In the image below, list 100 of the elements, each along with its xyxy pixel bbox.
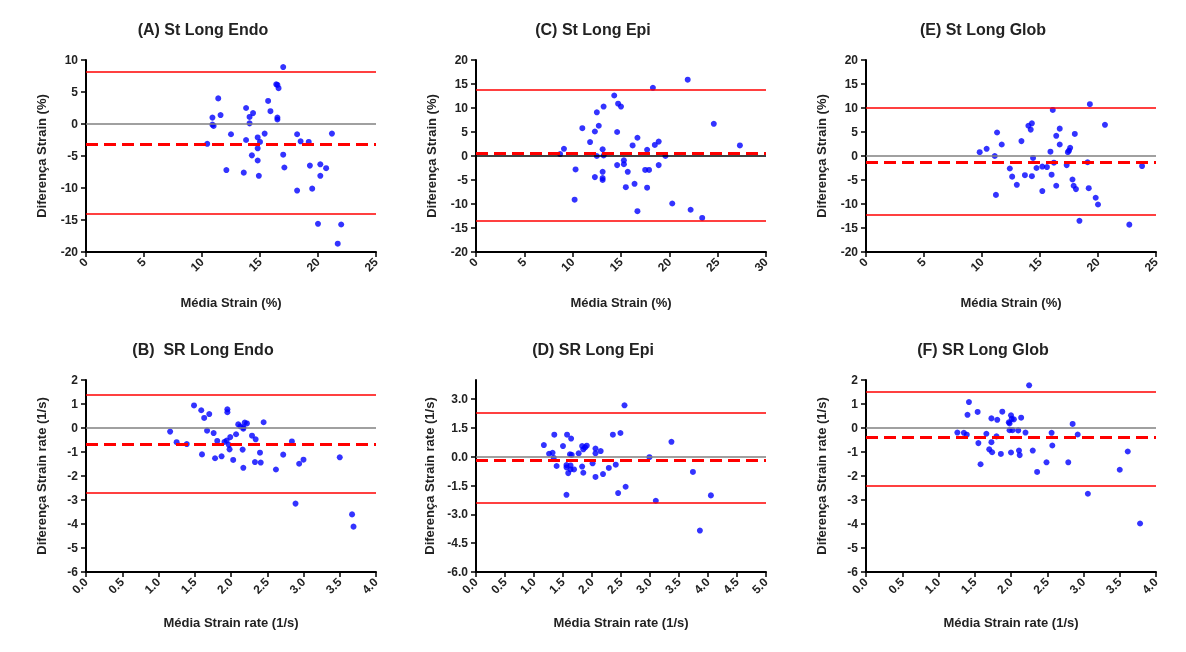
x-tick-label: 4.5 xyxy=(720,574,743,597)
y-tick-label: -1 xyxy=(847,445,859,459)
x-tick-label: 20 xyxy=(654,254,675,275)
x-tick-label: 15 xyxy=(245,254,266,275)
chart-title: (D) SR Long Epi xyxy=(532,340,654,358)
chart-title: (B) SR Long Endo xyxy=(132,340,274,358)
y-tick-label: -5 xyxy=(67,149,79,163)
chart-title: (E) St Long Glob xyxy=(919,20,1047,38)
x-tick-label: 10 xyxy=(558,254,578,275)
chart-title: (F) SR Long Glob xyxy=(917,340,1049,358)
x-axis-title: Média Strain (%) xyxy=(960,295,1062,310)
y-tick-label: -4.5 xyxy=(447,536,469,551)
y-tick-label: 1 xyxy=(851,397,859,411)
x-tick-label: 0.5 xyxy=(105,574,128,597)
y-tick-label: -3 xyxy=(67,493,79,507)
y-tick-label: -15 xyxy=(60,213,79,227)
x-tick-label: 30 xyxy=(751,254,772,275)
y-tick-label: 0 xyxy=(851,421,859,435)
y-tick-label: -3.0 xyxy=(447,507,469,522)
x-tick-label: 1.5 xyxy=(958,574,980,597)
x-tick-label: 15 xyxy=(1025,254,1046,275)
x-tick-label: 4.0 xyxy=(359,574,382,597)
chart-title: (A) St Long Endo xyxy=(137,20,269,38)
y-tick-label: -10 xyxy=(60,181,79,195)
x-tick-label: 5 xyxy=(134,254,150,270)
x-tick-label: 25 xyxy=(703,254,723,275)
x-tick-label: 2.0 xyxy=(575,574,598,597)
y-tick-label: -3 xyxy=(847,493,859,507)
x-axis-title: Média Strain rate (1/s) xyxy=(163,615,299,630)
x-axis-title: Média Strain rate (1/s) xyxy=(553,615,689,630)
y-tick-label: 5 xyxy=(851,125,859,139)
y-tick-label: 2 xyxy=(851,373,859,387)
y-tick-label: 15 xyxy=(454,77,469,91)
y-tick-label: 10 xyxy=(64,53,79,67)
y-tick-label: -1 xyxy=(67,445,79,459)
x-tick-label: 25 xyxy=(1141,254,1162,275)
y-tick-label: -5 xyxy=(847,541,859,555)
y-tick-label: -5 xyxy=(457,173,469,187)
x-tick-label: 4.0 xyxy=(691,574,714,597)
x-tick-label: 1.5 xyxy=(178,574,200,597)
y-tick-label: -20 xyxy=(840,245,859,259)
x-tick-label: 3.0 xyxy=(286,574,309,597)
y-tick-label: -4 xyxy=(847,517,859,531)
y-tick-label: 1.5 xyxy=(451,421,469,435)
y-tick-label: -15 xyxy=(450,221,469,235)
x-tick-label: 3.5 xyxy=(1103,574,1125,597)
y-axis-title: Diferença Strain rate (1/s) xyxy=(814,397,829,555)
y-tick-label: 1 xyxy=(71,397,79,411)
y-tick-label: -6 xyxy=(67,565,79,579)
y-tick-label: 3.0 xyxy=(451,392,469,407)
x-tick-label: 1.0 xyxy=(517,574,540,597)
y-axis-title: Diferença Strain (%) xyxy=(814,94,829,218)
y-tick-label: 0 xyxy=(71,117,79,131)
y-axis-title: Diferença Strain (%) xyxy=(424,94,439,218)
y-tick-label: 15 xyxy=(844,77,859,91)
y-tick-label: -2 xyxy=(847,469,859,483)
x-tick-label: 3.5 xyxy=(323,574,345,597)
y-tick-label: -10 xyxy=(450,197,469,211)
x-tick-label: 2.0 xyxy=(214,574,237,597)
x-tick-label: 20 xyxy=(1083,254,1104,275)
y-tick-label: -10 xyxy=(840,197,859,211)
x-tick-label: 0.5 xyxy=(885,574,908,597)
x-tick-label: 5 xyxy=(914,254,930,270)
y-tick-label: -6 xyxy=(847,565,859,579)
x-tick-label: 15 xyxy=(606,254,627,275)
y-tick-label: 10 xyxy=(844,101,859,115)
y-tick-label: 0 xyxy=(851,149,859,163)
x-tick-label: 3.0 xyxy=(633,574,656,597)
x-axis-title: Média Strain rate (1/s) xyxy=(943,615,1079,630)
x-tick-label: 1.0 xyxy=(141,574,164,597)
y-tick-label: -6.0 xyxy=(447,565,469,579)
x-tick-label: 20 xyxy=(303,254,324,275)
y-tick-label: -20 xyxy=(60,245,79,259)
x-tick-label: 2.0 xyxy=(994,574,1017,597)
x-tick-label: 5.0 xyxy=(749,574,772,597)
y-tick-label: 0 xyxy=(461,149,469,163)
x-tick-label: 2.5 xyxy=(1030,574,1053,597)
x-tick-label: 5 xyxy=(514,254,530,270)
y-tick-label: 0 xyxy=(71,421,79,435)
y-tick-label: 10 xyxy=(454,101,469,115)
y-axis-title: Diferença Strain rate (1/s) xyxy=(422,397,438,555)
y-tick-label: -1.5 xyxy=(447,478,469,493)
x-tick-label: 4.0 xyxy=(1139,574,1162,597)
y-tick-label: 20 xyxy=(844,53,859,67)
y-tick-label: -4 xyxy=(67,517,79,531)
y-tick-label: 20 xyxy=(454,53,469,67)
y-tick-label: 2 xyxy=(71,373,79,387)
chart-title: (C) St Long Epi xyxy=(535,20,651,38)
x-tick-label: 3.5 xyxy=(662,574,685,597)
x-tick-label: 0.5 xyxy=(488,574,511,597)
y-tick-label: -20 xyxy=(450,245,469,259)
y-axis-title: Diferença Strain (%) xyxy=(34,94,49,218)
y-tick-label: -5 xyxy=(67,541,79,555)
x-tick-label: 1.5 xyxy=(546,574,569,597)
x-tick-label: 10 xyxy=(187,254,208,275)
y-tick-label: -2 xyxy=(67,469,79,483)
y-tick-label: -15 xyxy=(840,221,859,235)
y-tick-label: 5 xyxy=(461,125,469,139)
x-tick-label: 2.5 xyxy=(250,574,273,597)
x-tick-label: 1.0 xyxy=(921,574,944,597)
